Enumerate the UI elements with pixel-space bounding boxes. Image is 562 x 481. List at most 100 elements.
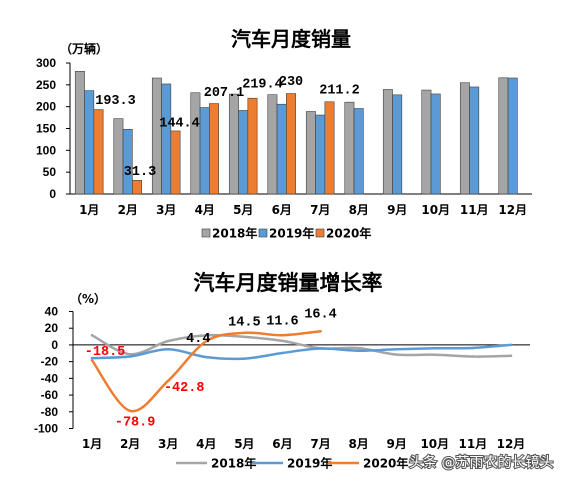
sales-month-label: 4月 <box>195 203 215 217</box>
legend-line-2018-label: 2018年 <box>211 456 256 471</box>
bar-2020-m3 <box>170 130 181 195</box>
point-2018-m12 <box>509 354 513 358</box>
bar-2020-m4 <box>209 103 219 195</box>
point-2020-m4 <box>205 340 208 343</box>
bar-2019-m5 <box>238 110 249 195</box>
bar-2018-m4 <box>190 92 201 195</box>
bar-2020-m2 <box>132 180 142 195</box>
sales-y-unit-label: （万辆） <box>60 41 108 56</box>
data-label-2020-m4: 207.1 <box>204 86 245 101</box>
bar-2018-m9 <box>382 89 393 195</box>
sales-legend: 2018年 2019年 2020年 <box>201 226 371 241</box>
point-2018-m3 <box>166 339 170 343</box>
sales-bar-chart: 汽车月度销量 （万辆） 300 250 200 150 100 50 0 1月 2月 3月 4月 5月… <box>36 27 532 241</box>
bar-2019-m2 <box>122 128 133 195</box>
point-2019-m9 <box>395 348 398 351</box>
data-label-2020-m5: 219.4 <box>242 78 283 93</box>
bar-2018-m11 <box>459 82 470 195</box>
sales-y-tick-label: 200 <box>36 100 56 114</box>
point-2019-m6 <box>281 351 284 355</box>
point-2018-m5 <box>243 335 246 339</box>
growth-legend: 2018年 2019年 2020年 <box>176 456 408 471</box>
point-2018-m1 <box>90 333 94 337</box>
point-2019-m11 <box>471 346 475 350</box>
point-2020-m6 <box>281 333 284 337</box>
growth-chart-title: 汽车月度销量增长率 <box>194 271 383 295</box>
growth-label-2020-m7: 16.4 <box>304 308 336 323</box>
growth-label-2020-m3: -42.8 <box>164 381 205 396</box>
bar-2018-m6 <box>267 94 278 195</box>
growth-y-tick-label: 20 <box>45 321 59 335</box>
point-2020-m3 <box>166 379 170 382</box>
point-2018-m10 <box>433 353 437 356</box>
point-2018-m4 <box>205 334 208 337</box>
bar-2019-m12 <box>507 77 518 195</box>
point-2019-m2 <box>128 355 132 358</box>
data-label-2020-m6: 230 <box>279 75 303 90</box>
data-label-2020-m2: 31.3 <box>124 165 156 180</box>
legend-2018-label: 2018年 <box>212 226 257 241</box>
bar-2018-m8 <box>344 101 355 195</box>
growth-month-label: 11月 <box>459 437 488 451</box>
growth-month-label: 9月 <box>387 437 407 451</box>
watermark-text: 头条 @苏雨农的长镜头 <box>409 454 553 471</box>
point-2020-m1 <box>90 359 94 362</box>
growth-label-2020-m4: 4.4 <box>186 332 210 347</box>
bar-2018-m5 <box>228 93 239 195</box>
growth-line-chart: 汽车月度销量增长率 （%） 40 20 0 -20 -40 -60 -80 -100 1月 2月 3… <box>34 271 530 471</box>
bar-2019-m7 <box>315 114 326 195</box>
sales-month-label: 11月 <box>460 203 489 217</box>
point-2019-m10 <box>433 347 437 350</box>
growth-y-tick-label: -100 <box>34 422 58 436</box>
growth-y-tick-label: 0 <box>51 338 58 352</box>
bar-2019-m1 <box>84 90 95 195</box>
sales-month-label: 10月 <box>421 203 450 217</box>
point-2019-m3 <box>166 348 170 351</box>
data-label-2020-m7: 211.2 <box>319 83 360 98</box>
sales-month-label: 8月 <box>349 203 369 217</box>
growth-y-unit-label: （%） <box>70 291 106 306</box>
growth-month-label: 2月 <box>120 437 140 451</box>
sales-y-tick-label: 150 <box>36 122 56 136</box>
growth-y-tick-label: -80 <box>41 405 59 419</box>
point-2018-m2 <box>128 352 132 356</box>
legend-line-2019-label: 2019年 <box>287 456 332 471</box>
growth-month-label: 12月 <box>497 437 526 451</box>
sales-bars <box>74 71 518 195</box>
line-2019 <box>90 343 513 361</box>
growth-data-labels: -18.5 -78.9 -42.8 4.4 14.5 11.6 16.4 <box>85 308 337 431</box>
bar-2020-m5 <box>247 97 258 195</box>
bar-2018-m1 <box>74 71 85 195</box>
point-2020-m5 <box>243 331 246 335</box>
bar-2020-m7 <box>324 101 335 195</box>
legend-2020-label: 2020年 <box>326 226 371 241</box>
sales-month-label: 7月 <box>310 203 330 217</box>
sales-month-label: 6月 <box>272 203 292 217</box>
point-2018-m9 <box>395 353 398 356</box>
growth-label-2020-m2: -78.9 <box>115 415 156 430</box>
sales-chart-title: 汽车月度销量 <box>231 27 351 51</box>
sales-month-label: 1月 <box>79 203 99 217</box>
point-2019-m7 <box>319 347 322 350</box>
sales-month-label: 12月 <box>498 203 527 217</box>
growth-axes: 40 20 0 -20 -40 -60 -80 -100 1月 2月 3月 4月 5月 6月 7月 8月 9月 1… <box>34 305 530 451</box>
bar-2020-m1 <box>93 109 104 195</box>
growth-lines <box>90 329 513 413</box>
point-2020-m7 <box>319 329 322 333</box>
sales-month-label: 5月 <box>233 203 253 217</box>
growth-y-tick-label: 40 <box>45 305 59 319</box>
sales-y-tick-label: 300 <box>36 56 56 70</box>
growth-month-label: 4月 <box>196 437 216 451</box>
growth-month-label: 8月 <box>348 437 368 451</box>
growth-month-label: 6月 <box>272 437 292 451</box>
bar-2019-m11 <box>469 86 480 195</box>
growth-month-label: 5月 <box>234 437 254 451</box>
bar-2018-m12 <box>498 77 509 195</box>
sales-y-tick-label: 50 <box>43 165 57 179</box>
legend-2020-swatch <box>315 228 325 238</box>
point-2020-m2 <box>128 409 132 413</box>
bar-2019-m3 <box>161 83 172 195</box>
sales-month-label: 9月 <box>387 203 407 217</box>
point-2019-m12 <box>509 343 513 347</box>
